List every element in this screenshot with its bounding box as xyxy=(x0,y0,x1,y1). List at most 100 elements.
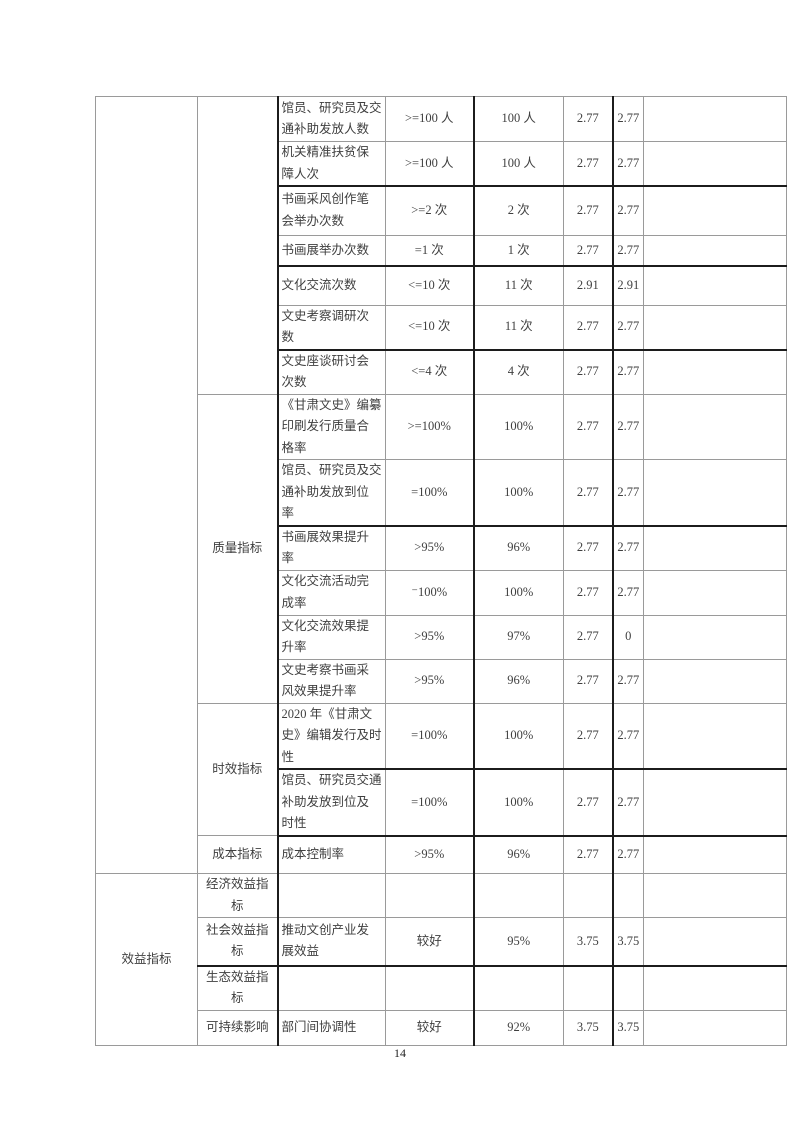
cell-indicator: 书画展举办次数 xyxy=(277,234,386,267)
cell-actual: 4 次 xyxy=(473,349,564,395)
cell-score-b: 2.77 xyxy=(612,768,644,837)
table-row: 馆员、研究员及交 通补助发放人数 >=100 人 100 人 2.77 2.77 xyxy=(95,96,787,874)
cell-note xyxy=(643,965,787,1011)
cell-score-a: 2.91 xyxy=(563,265,614,306)
cell-score-a: 2.77 xyxy=(563,702,614,770)
cell-note xyxy=(643,917,787,967)
table-row: 时效指标 2020 年《甘肃文 史》编辑发行及时 性 =100% 100% 2.… xyxy=(96,702,787,836)
cell-score-a: 2.77 xyxy=(563,614,614,660)
cell-target: >95% xyxy=(385,835,475,874)
cell-actual: 96% xyxy=(473,835,564,874)
cell-note xyxy=(643,349,787,395)
cell-note xyxy=(643,768,787,837)
cell-indicator xyxy=(277,873,386,918)
table-row: 社会效益指 标 推动文创产业发 展效益 较好 95% 3.75 3.75 xyxy=(96,917,787,967)
cell-indicator: 推动文创产业发 展效益 xyxy=(277,917,386,967)
cell-score-a xyxy=(563,873,614,918)
table-row: 生态效益指 标 xyxy=(96,965,787,1011)
table-row: 成本指标 成本控制率 >95% 96% 2.77 2.77 xyxy=(96,835,787,874)
cell-actual: 95% xyxy=(473,917,564,967)
cell-actual: 100% xyxy=(473,768,564,837)
cell-indicator: 《甘肃文史》编纂 印刷发行质量合 格率 xyxy=(277,393,386,460)
cell-score-a: 2.77 xyxy=(563,141,614,187)
table-row: 文史座谈研讨会 次数 <=4 次 4 次 2.77 2.77 xyxy=(96,349,787,395)
cell-target: 较好 xyxy=(385,1009,475,1046)
table-row: 馆员、研究员交通 补助发放到位及 时性 =100% 100% 2.77 2.77 xyxy=(96,768,787,837)
cell-actual: 100 人 xyxy=(473,96,564,142)
cell-actual: 11 次 xyxy=(473,304,564,351)
cell-score-a: 2.77 xyxy=(563,304,614,351)
cell-indicator: 文史考察调研次 数 xyxy=(277,304,386,351)
table-row: 书画展举办次数 =1 次 1 次 2.77 2.77 xyxy=(96,234,787,267)
cell-score-b: 3.75 xyxy=(612,917,644,967)
table-row: 机关精准扶贫保 障人次 >=100 人 100 人 2.77 2.77 xyxy=(96,141,787,187)
table-row: 文史考察调研次 数 <=10 次 11 次 2.77 2.77 xyxy=(96,304,787,351)
cell-score-b: 2.77 xyxy=(612,835,644,874)
cell-indicator: 馆员、研究员及交 通补助发放人数 xyxy=(277,96,386,142)
cell-score-a: 3.75 xyxy=(563,1009,614,1046)
cell-group-timeliness: 时效指标 xyxy=(197,702,279,836)
cell-target: =100% xyxy=(385,459,475,527)
cell-target: >=2 次 xyxy=(385,185,475,236)
cell-score-b: 2.77 xyxy=(612,96,644,142)
cell-note xyxy=(643,873,787,918)
cell-score-b: 2.77 xyxy=(612,702,644,770)
cell-target xyxy=(385,873,475,918)
table-row: 质量指标 《甘肃文史》编纂 印刷发行质量合 格率 >=100% 100% 2.7… xyxy=(96,393,787,704)
cell-target: <=10 次 xyxy=(385,304,475,351)
cell-actual: 96% xyxy=(473,525,564,571)
table-row: 可持续影响 部门间协调性 较好 92% 3.75 3.75 xyxy=(96,1009,787,1046)
cell-actual: 2 次 xyxy=(473,185,564,236)
cell-actual: 97% xyxy=(473,614,564,660)
cell-score-b: 2.77 xyxy=(612,304,644,351)
cell-note xyxy=(643,265,787,306)
cell-note xyxy=(643,304,787,351)
cell-actual xyxy=(473,873,564,918)
cell-score-a: 2.77 xyxy=(563,96,614,142)
cell-indicator: 机关精准扶贫保 障人次 xyxy=(277,141,386,187)
cell-score-a: 2.77 xyxy=(563,835,614,874)
cell-score-b: 2.77 xyxy=(612,525,644,571)
cell-score-a: 2.77 xyxy=(563,768,614,837)
cell-target: >95% xyxy=(385,614,475,660)
cell-target: >=100 人 xyxy=(385,96,475,142)
cell-target: <=10 次 xyxy=(385,265,475,306)
cell-category-level2 xyxy=(197,96,279,395)
cell-score-a: 2.77 xyxy=(563,658,614,704)
table-row: 文史考察书画采 风效果提升率 >95% 96% 2.77 2.77 xyxy=(96,658,787,704)
cell-note xyxy=(643,1009,787,1046)
cell-target: >=100% xyxy=(385,393,475,460)
cell-note xyxy=(643,835,787,874)
cell-indicator: 部门间协调性 xyxy=(277,1009,386,1046)
cell-group-cost: 成本指标 xyxy=(197,835,279,874)
cell-note xyxy=(643,393,787,460)
cell-actual: 11 次 xyxy=(473,265,564,306)
cell-score-b: 2.77 xyxy=(612,141,644,187)
cell-actual: 100% xyxy=(473,569,564,616)
cell-target: =100% xyxy=(385,768,475,837)
cell-score-a: 2.77 xyxy=(563,459,614,527)
cell-note xyxy=(643,702,787,770)
cell-actual: 96% xyxy=(473,658,564,704)
cell-note xyxy=(643,141,787,187)
cell-note xyxy=(643,459,787,527)
cell-actual xyxy=(473,965,564,1011)
cell-indicator xyxy=(277,965,386,1011)
cell-target: =1 次 xyxy=(385,234,475,267)
cell-note xyxy=(643,569,787,616)
cell-note xyxy=(643,658,787,704)
cell-indicator: 文化交流次数 xyxy=(277,265,386,306)
cell-indicator: 文化交流活动完 成率 xyxy=(277,569,386,616)
cell-score-b: 2.77 xyxy=(612,569,644,616)
cell-indicator: 2020 年《甘肃文 史》编辑发行及时 性 xyxy=(277,702,386,770)
cell-target: 较好 xyxy=(385,917,475,967)
cell-score-a: 2.77 xyxy=(563,393,614,460)
cell-note xyxy=(643,96,787,142)
cell-actual: 100 人 xyxy=(473,141,564,187)
cell-indicator: 文史座谈研讨会 次数 xyxy=(277,349,386,395)
table-row: 文化交流活动完 成率 ⁻100% 100% 2.77 2.77 xyxy=(96,569,787,616)
cell-indicator: 书画采风创作笔 会举办次数 xyxy=(277,185,386,236)
cell-group-economic: 经济效益指 标 xyxy=(197,873,279,918)
cell-actual: 92% xyxy=(473,1009,564,1046)
cell-note xyxy=(643,185,787,236)
